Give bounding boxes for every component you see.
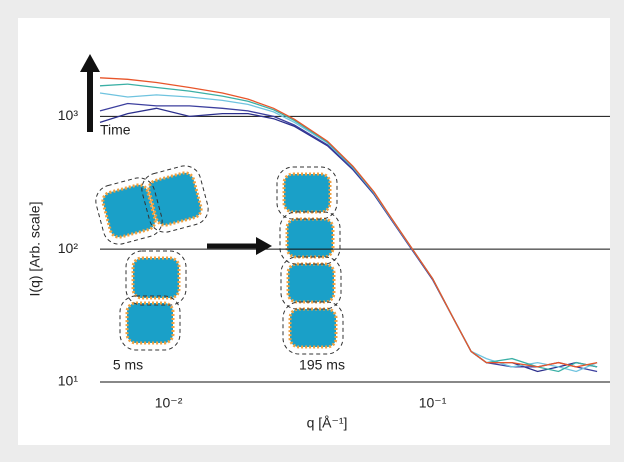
y-axis-label: I(q) [Arb. scale]	[27, 202, 43, 297]
y-tick-label: 10³	[58, 107, 79, 123]
annotation: Time	[100, 122, 131, 138]
x-axis-label: q [Å⁻¹]	[307, 415, 348, 431]
plot-area	[99, 77, 610, 383]
y-tick-label: 10¹	[58, 373, 79, 389]
x-tick-label: 10⁻²	[155, 395, 183, 411]
x-tick-label: 10⁻¹	[419, 395, 447, 411]
illustration	[80, 54, 344, 355]
series-line	[99, 77, 598, 368]
annotation: 5 ms	[113, 357, 143, 373]
y-tick-label: 10²	[58, 240, 79, 256]
annotation: 195 ms	[299, 357, 345, 373]
